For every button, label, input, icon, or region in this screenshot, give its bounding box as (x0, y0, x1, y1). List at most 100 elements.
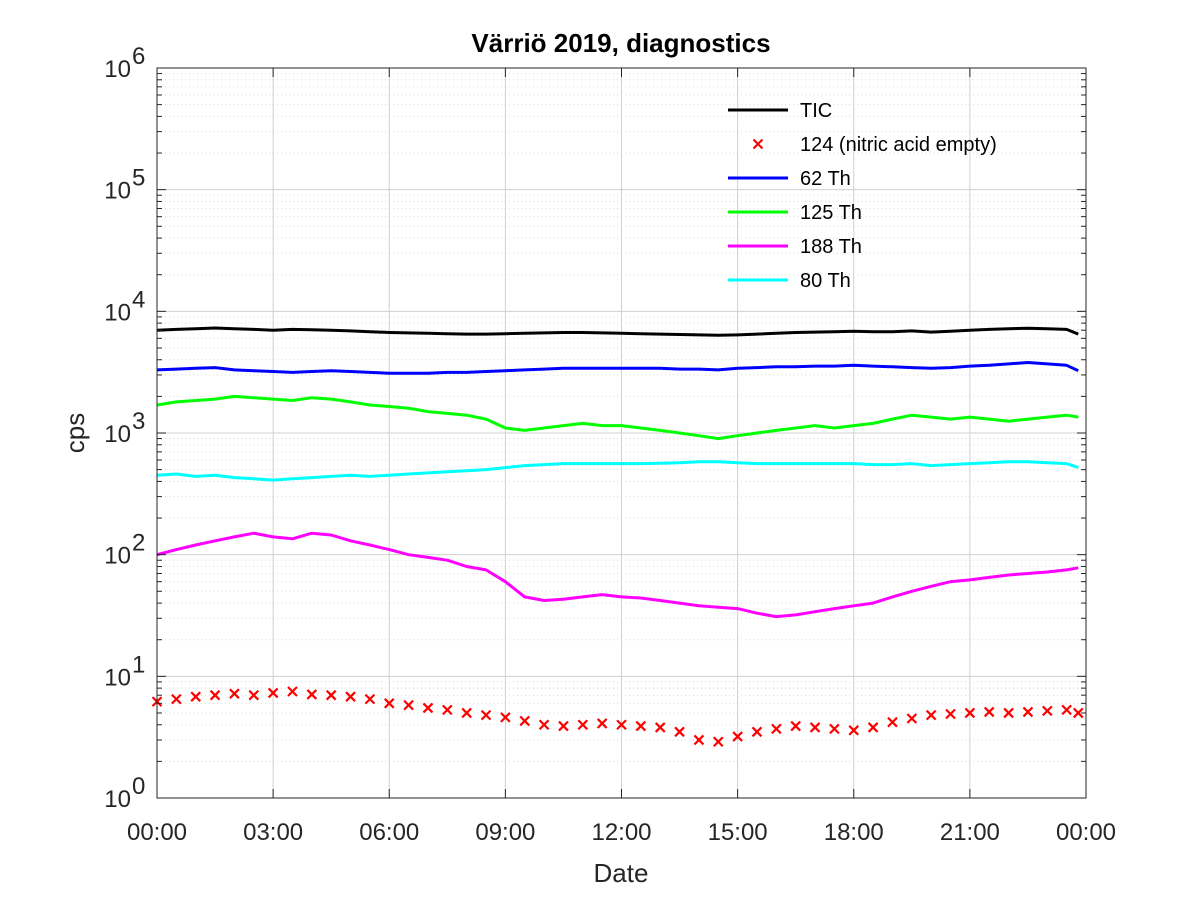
data-point-124-nitric-acid-empty (906, 713, 918, 724)
data-point-124-nitric-acid-empty (345, 691, 356, 702)
y-tick-exponent: 5 (132, 165, 145, 192)
data-point-124-nitric-acid-empty (693, 734, 705, 746)
x-tick-label: 21:00 (940, 819, 1000, 846)
data-point-124-nitric-acid-empty (1003, 707, 1014, 719)
data-point-124-nitric-acid-empty (461, 707, 472, 719)
data-point-124-nitric-acid-empty (480, 709, 492, 721)
data-point-124-nitric-acid-empty (306, 689, 318, 700)
data-point-124-nitric-acid-empty (209, 689, 221, 701)
legend-item: 125 Th (728, 202, 862, 224)
y-tick-base: 10 (104, 178, 131, 205)
data-point-124-nitric-acid-empty (732, 731, 743, 742)
data-point-124-nitric-acid-empty (287, 686, 298, 697)
data-point-124-nitric-acid-empty (519, 715, 531, 727)
y-tick-base: 10 (104, 664, 131, 691)
legend-label: 62 Th (800, 168, 851, 190)
data-point-124-nitric-acid-empty (829, 723, 840, 735)
data-point-124-nitric-acid-empty (538, 719, 550, 731)
y-tick-base: 10 (104, 299, 131, 326)
data-point-124-nitric-acid-empty (577, 719, 589, 731)
data-point-124-nitric-acid-empty (171, 693, 182, 705)
data-point-124-nitric-acid-empty (809, 722, 821, 733)
x-tick-label: 09:00 (475, 819, 535, 846)
data-point-124-nitric-acid-empty (635, 720, 647, 732)
legend-item: 62 Th (728, 168, 851, 190)
axis-ticks (156, 67, 1087, 799)
data-point-124-nitric-acid-empty (500, 712, 511, 723)
y-tick-base: 10 (104, 56, 131, 83)
series-line-62-th (156, 361, 1079, 375)
data-point-124-nitric-acid-empty (964, 707, 976, 719)
x-tick-label: 03:00 (243, 819, 303, 846)
series-line-188-th (156, 531, 1079, 619)
y-tick-label: 10 0 (104, 773, 145, 813)
y-tick-label: 10 2 (104, 530, 145, 570)
y-tick-base: 10 (104, 543, 131, 570)
x-tick-label: 18:00 (824, 819, 884, 846)
data-point-124-nitric-acid-empty (925, 709, 937, 721)
x-tick-label: 06:00 (359, 819, 419, 846)
data-point-124-nitric-acid-empty (1022, 706, 1034, 718)
data-point-124-nitric-acid-empty (442, 704, 453, 716)
data-point-124-nitric-acid-empty (325, 689, 337, 701)
data-point-124-nitric-acid-empty (422, 702, 434, 714)
y-tick-label: 10 1 (104, 651, 145, 691)
y-tick-label: 10 5 (104, 165, 145, 205)
data-point-124-nitric-acid-empty (945, 708, 956, 720)
data-point-124-nitric-acid-empty (190, 691, 201, 702)
data-point-124-nitric-acid-empty (383, 698, 395, 709)
data-point-124-nitric-acid-empty (887, 716, 898, 728)
data-point-124-nitric-acid-empty (596, 718, 608, 729)
y-tick-exponent: 3 (132, 408, 145, 435)
series-line-80-th (156, 460, 1079, 482)
chart-title: Värriö 2019, diagnostics (471, 28, 770, 58)
legend-item: 80 Th (728, 270, 851, 292)
y-tick-label: 10 4 (104, 286, 145, 326)
legend-item: 124 (nitric acid empty) (752, 134, 997, 156)
legend-label: 125 Th (800, 202, 862, 224)
series-line-125-th (156, 394, 1079, 441)
y-tick-label: 10 3 (104, 408, 145, 448)
legend-swatch (752, 138, 764, 150)
y-tick-exponent: 4 (132, 286, 145, 313)
x-tick-label: 12:00 (591, 819, 651, 846)
legend-label: 80 Th (800, 270, 851, 292)
y-axis-label: cps (60, 413, 90, 453)
legend-label: 188 Th (800, 236, 862, 258)
data-point-124-nitric-acid-empty (654, 722, 666, 733)
data-point-124-nitric-acid-empty (229, 688, 240, 699)
x-tick-label: 15:00 (708, 819, 768, 846)
data-point-124-nitric-acid-empty (983, 706, 995, 718)
data-point-124-nitric-acid-empty (867, 722, 879, 733)
y-tick-exponent: 0 (132, 773, 145, 800)
data-point-124-nitric-acid-empty (790, 720, 801, 732)
series-line-tic (156, 326, 1079, 337)
data-point-124-nitric-acid-empty (558, 720, 569, 732)
series-layer (151, 326, 1084, 748)
data-point-124-nitric-acid-empty (1042, 705, 1053, 717)
x-tick-label: 00:00 (1056, 819, 1116, 846)
x-axis-label: Date (594, 858, 649, 888)
data-point-124-nitric-acid-empty (848, 725, 860, 736)
x-tick-label: 00:00 (127, 819, 187, 846)
data-point-124-nitric-acid-empty (712, 736, 724, 748)
legend-label: 124 (nitric acid empty) (800, 134, 997, 156)
legend-item: TIC (728, 100, 832, 122)
y-tick-exponent: 2 (132, 530, 145, 557)
data-point-124-nitric-acid-empty (403, 699, 414, 711)
y-tick-label: 10 6 (104, 43, 145, 83)
y-tick-base: 10 (104, 421, 131, 448)
data-point-124-nitric-acid-empty (616, 719, 627, 731)
y-tick-exponent: 1 (132, 651, 145, 678)
data-point-124-nitric-acid-empty (674, 726, 685, 738)
legend-label: TIC (800, 100, 832, 122)
data-point-124-nitric-acid-empty (364, 693, 376, 705)
data-point-124-nitric-acid-empty (248, 689, 260, 701)
y-tick-exponent: 6 (132, 43, 145, 70)
data-point-124-nitric-acid-empty (1061, 704, 1072, 716)
data-point-124-nitric-acid-empty (751, 726, 763, 738)
data-point-124-nitric-acid-empty (771, 723, 782, 735)
legend: TIC 124 (nitric acid empty) 62 Th 125 Th 188… (728, 100, 997, 292)
